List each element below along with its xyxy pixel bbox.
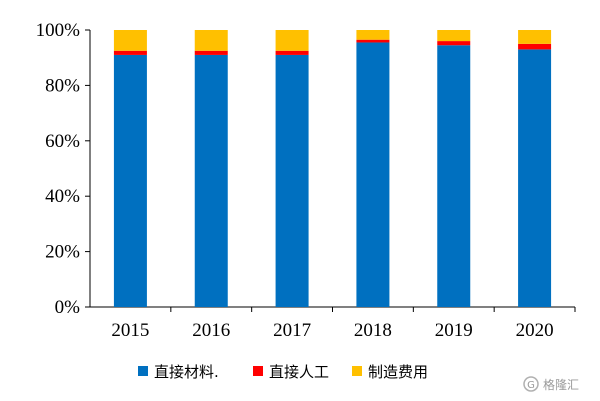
bar-segment-3 [518, 30, 552, 44]
bar-segment-3 [194, 30, 228, 51]
bar-segment-2 [356, 39, 390, 43]
bar-segment-1 [194, 54, 228, 308]
y-tick-label: 60% [45, 131, 80, 152]
x-tick-label: 2017 [273, 320, 311, 341]
y-tick-label: 20% [45, 242, 80, 263]
bar-segment-3 [275, 30, 309, 51]
bars [113, 30, 552, 308]
bar-segment-3 [437, 30, 471, 42]
bar-segment-1 [356, 42, 390, 308]
x-tick-label: 2018 [354, 320, 392, 341]
legend-swatch [352, 366, 362, 376]
axes [85, 29, 576, 312]
y-tick-label: 40% [45, 186, 80, 207]
watermark-text: 格隆汇 [543, 377, 579, 392]
legend-label: 直接人工 [269, 363, 329, 381]
legend-label: 制造费用 [368, 363, 428, 381]
legend: 直接材料. 直接人工 制造费用 [138, 363, 428, 381]
y-tick-label: 100% [36, 20, 81, 41]
bar-segment-2 [518, 43, 552, 50]
x-tick-label: 2016 [192, 320, 230, 341]
y-tick-label: 0% [55, 297, 81, 318]
x-tick-label: 2020 [516, 320, 554, 341]
bar-segment-2 [275, 50, 309, 55]
bar-segment-1 [113, 54, 147, 308]
x-tick-label: 2019 [435, 320, 473, 341]
x-tick-label: 2015 [111, 320, 149, 341]
bar-segment-1 [518, 49, 552, 307]
bar-segment-2 [194, 50, 228, 55]
watermark-logo-icon [523, 376, 539, 392]
y-tick-label: 80% [45, 75, 80, 96]
bar-segment-2 [437, 41, 471, 46]
watermark: G 格隆汇 [523, 376, 579, 392]
bar-segment-3 [356, 30, 390, 40]
bar-segment-2 [113, 50, 147, 55]
legend-label: 直接材料. [154, 363, 219, 381]
y-tick-labels: 0% 20% 40% 60% 80% 100% [36, 20, 81, 318]
watermark-logo-letter: G [527, 380, 535, 391]
x-tick-labels: 2015 2016 2017 2018 2019 2020 [111, 320, 553, 341]
legend-swatch [138, 366, 148, 376]
legend-swatch [253, 366, 263, 376]
bar-segment-1 [437, 45, 471, 308]
bar-segment-1 [275, 54, 309, 308]
bar-segment-3 [113, 30, 147, 51]
